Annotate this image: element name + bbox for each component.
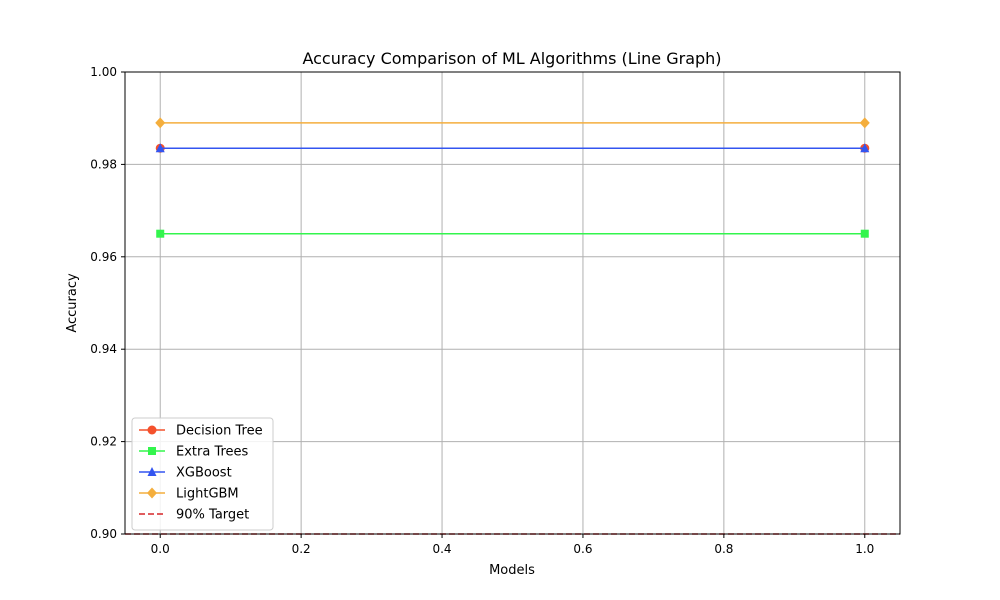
legend-label: Extra Trees: [176, 445, 249, 460]
data-point-lightgbm: [155, 117, 166, 129]
legend-label: 90% Target: [176, 508, 249, 523]
x-tick-label: 0.6: [573, 542, 592, 556]
y-tick-label: 0.92: [90, 435, 117, 449]
x-tick-label: 0.8: [714, 542, 733, 556]
legend-marker: [147, 487, 157, 499]
data-point-lightgbm: [859, 117, 870, 129]
legend-marker: [147, 467, 157, 476]
legend-label: XGBoost: [176, 466, 232, 481]
legend-marker: [148, 447, 156, 455]
x-tick-label: 0.4: [432, 542, 451, 556]
y-tick-label: 1.00: [90, 65, 117, 79]
data-point-xgboost: [860, 143, 870, 153]
x-tick-label: 1.0: [855, 542, 874, 556]
legend-label: Decision Tree: [176, 424, 263, 439]
chart-title: Accuracy Comparison of ML Algorithms (Li…: [302, 49, 721, 68]
plot-frame: [124, 71, 901, 535]
data-point-xgboost: [155, 143, 165, 153]
legend-marker: [147, 425, 157, 435]
x-axis-label: Models: [489, 563, 535, 578]
legend-label: LightGBM: [176, 487, 239, 502]
axis-ticks: 0.0 0.2 0.4 0.6 0.8 1.0 0.90 0.92 0.94 0.96 0.98 1.…: [90, 65, 874, 556]
legend-box: [131, 417, 274, 531]
y-tick-label: 0.94: [90, 342, 117, 356]
legend: Decision Tree Extra Trees XGBoost LightGBM 9…: [131, 417, 274, 531]
x-tick-label: 0.2: [292, 542, 311, 556]
y-axis-label: Accuracy: [65, 273, 80, 333]
y-tick-label: 0.96: [90, 250, 117, 264]
x-tick-label: 0.0: [151, 542, 170, 556]
data-point-extra-trees: [156, 229, 165, 238]
y-tick-label: 0.90: [90, 527, 117, 541]
data-point-extra-trees: [860, 229, 869, 238]
y-tick-label: 0.98: [90, 157, 117, 171]
